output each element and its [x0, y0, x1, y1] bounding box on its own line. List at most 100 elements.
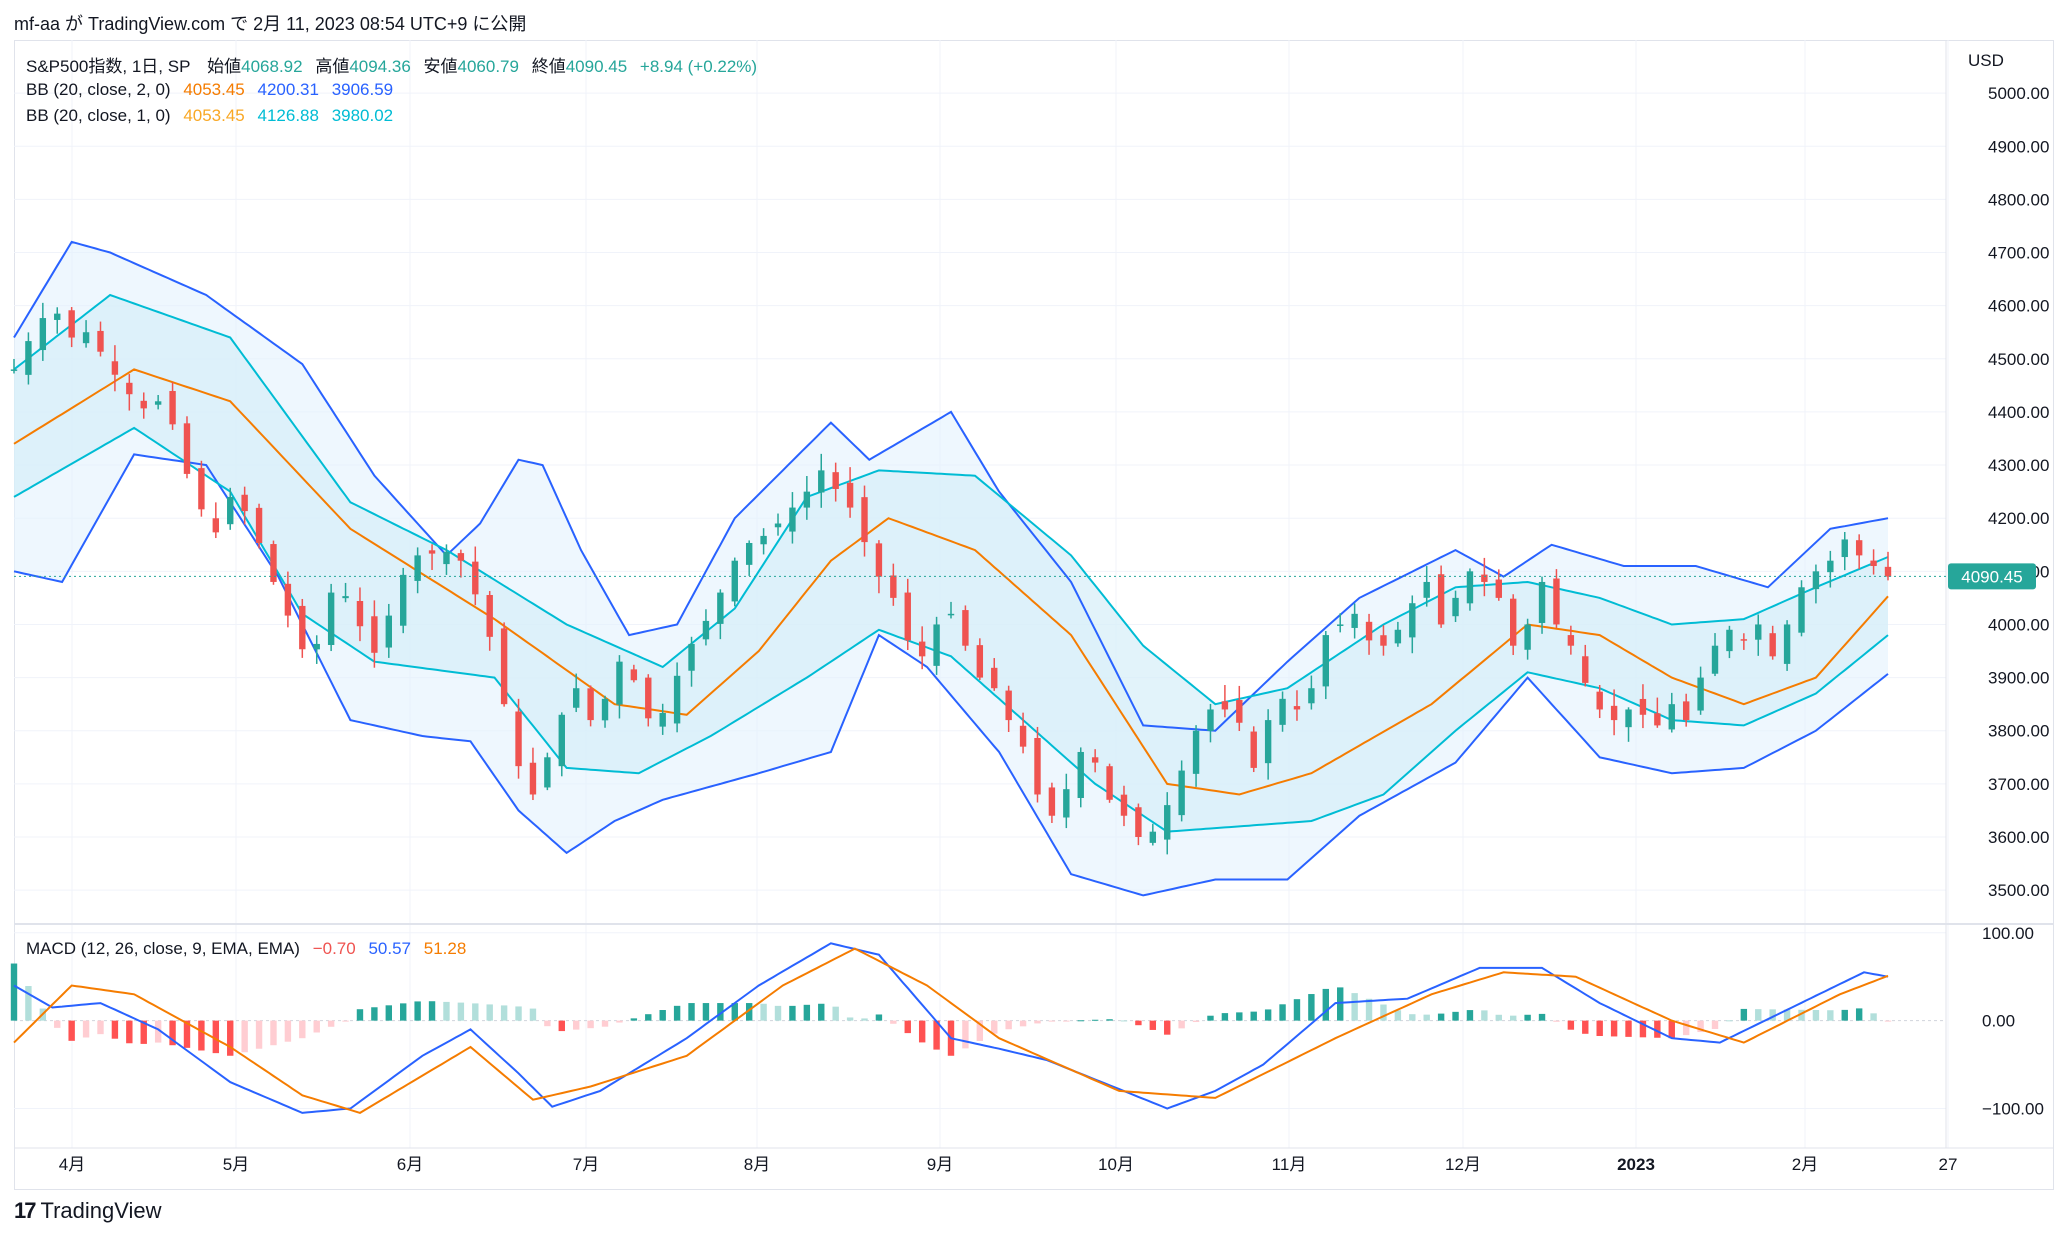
candle-body — [1221, 701, 1229, 710]
price-tick-label: 3500.00 — [1988, 881, 2049, 900]
open-value: 4068.92 — [241, 57, 303, 76]
macd-histogram-bar — [1221, 1013, 1229, 1021]
candle-body — [82, 332, 90, 344]
macd-histogram-bar — [818, 1003, 825, 1021]
macd-histogram-bar — [327, 1020, 335, 1027]
macd-histogram-bar — [1192, 1020, 1200, 1023]
macd-histogram-bar — [227, 1020, 234, 1056]
candle-body — [1019, 725, 1027, 747]
chart-frame[interactable] — [14, 40, 2054, 1190]
candle-body — [1293, 706, 1301, 710]
candle-body — [1610, 705, 1618, 721]
bb1-fill — [14, 295, 1888, 832]
tradingview-brand: TradingView — [40, 1198, 162, 1223]
candle-body — [327, 592, 335, 645]
candle-body — [1639, 698, 1647, 715]
bb1-lower-line — [13, 426, 1889, 833]
price-tick-label: 3800.00 — [1988, 722, 2049, 741]
macd-histogram-bar — [976, 1020, 984, 1042]
macd-histogram-bar — [529, 1008, 537, 1021]
candle-body — [1740, 639, 1748, 641]
macd-histogram-bar — [1553, 1020, 1560, 1022]
macd-histogram-bar — [1524, 1014, 1531, 1021]
macd-histogram-bar — [385, 1005, 392, 1021]
macd-histogram-bar — [1149, 1020, 1157, 1030]
candle-body — [227, 496, 234, 525]
candle-body — [126, 382, 133, 395]
candle-body — [1337, 624, 1344, 626]
macd-histogram-bar — [1726, 1020, 1733, 1022]
candle-body — [616, 661, 623, 705]
candle-body — [991, 667, 998, 689]
close-value: 4090.45 — [565, 57, 628, 76]
candle-body — [1812, 571, 1820, 590]
candle-body — [1682, 701, 1690, 721]
price-tick-label: 3600.00 — [1988, 828, 2049, 847]
candle-body — [25, 341, 32, 375]
macd-histogram-bar — [1625, 1020, 1632, 1037]
candle-body — [443, 551, 450, 565]
candle-body — [1423, 581, 1430, 598]
candle-body — [1005, 690, 1012, 721]
macd-histogram-bar — [558, 1020, 565, 1032]
candle-body — [371, 616, 378, 653]
candle-body — [1654, 713, 1661, 726]
macd-histogram-bar — [1783, 1009, 1791, 1021]
macd-histogram-bar — [313, 1020, 320, 1033]
macd-histogram-bar — [25, 986, 32, 1021]
macd-histogram-bar — [212, 1020, 220, 1054]
macd-histogram-bar — [673, 1005, 681, 1021]
bb2-lower: 3906.59 — [331, 80, 394, 99]
macd-histogram-bar — [1365, 998, 1373, 1021]
candle-body — [976, 645, 984, 678]
candle-body — [183, 423, 191, 474]
time-tick-label: 12月 — [1445, 1155, 1481, 1174]
macd-histogram-bar — [342, 1020, 349, 1022]
candle-body — [299, 605, 306, 650]
macd-histogram-bar — [1841, 1009, 1848, 1021]
candle-body — [1164, 805, 1171, 840]
macd-histogram-bar — [1798, 1009, 1805, 1021]
macd-histogram-bar — [962, 1020, 969, 1049]
macd-histogram-bar — [760, 1003, 767, 1021]
candle-body — [1365, 621, 1373, 641]
macd-histogram-bar — [140, 1020, 147, 1044]
candle-body — [111, 361, 119, 375]
change-value: +8.94 (+0.22%) — [639, 57, 758, 76]
time-tick-label: 5月 — [223, 1155, 249, 1174]
candle-body — [1538, 581, 1546, 623]
price-tick-label: 4900.00 — [1988, 137, 2049, 156]
candle-body — [1322, 635, 1329, 687]
candle-body — [1279, 698, 1286, 725]
candle-body — [169, 390, 176, 425]
macd-histogram-bar — [918, 1020, 926, 1043]
macd-histogram-bar — [846, 1017, 854, 1021]
macd-histogram-bar — [126, 1020, 133, 1044]
candle-body — [1308, 688, 1315, 704]
macd-histogram-bar — [270, 1020, 277, 1046]
candle-body — [472, 561, 479, 595]
bb1-upper-line — [13, 293, 1889, 706]
tradingview-footer[interactable]: 17 TradingView — [14, 1198, 162, 1224]
macd-histogram-bar — [832, 1006, 839, 1021]
macd-histogram-bar — [1827, 1010, 1834, 1021]
macd-histogram-bar — [1293, 999, 1301, 1021]
macd-histogram-bar — [1423, 1014, 1430, 1021]
macd-histogram-bar — [1567, 1020, 1575, 1030]
candle-body — [875, 543, 883, 577]
last-price-label: 4090.45 — [1961, 567, 2022, 586]
candle-body — [39, 318, 47, 351]
macd-histogram-bar — [1870, 1013, 1877, 1021]
macd-histogram-bar — [1582, 1020, 1589, 1034]
tradingview-logo-icon: 17 — [14, 1198, 37, 1223]
macd-histogram-bar — [1466, 1010, 1474, 1021]
macd-histogram-bar — [1437, 1013, 1445, 1021]
price-tick-label: 3700.00 — [1988, 775, 2049, 794]
macd-histogram-bar — [1178, 1020, 1185, 1029]
macd-histogram-bar — [573, 1020, 580, 1030]
macd-histogram-bar — [68, 1020, 75, 1041]
macd-histogram-bar — [1481, 1010, 1488, 1021]
macd-histogram-bar — [1034, 1020, 1041, 1024]
macd-histogram-bar — [1711, 1020, 1719, 1029]
